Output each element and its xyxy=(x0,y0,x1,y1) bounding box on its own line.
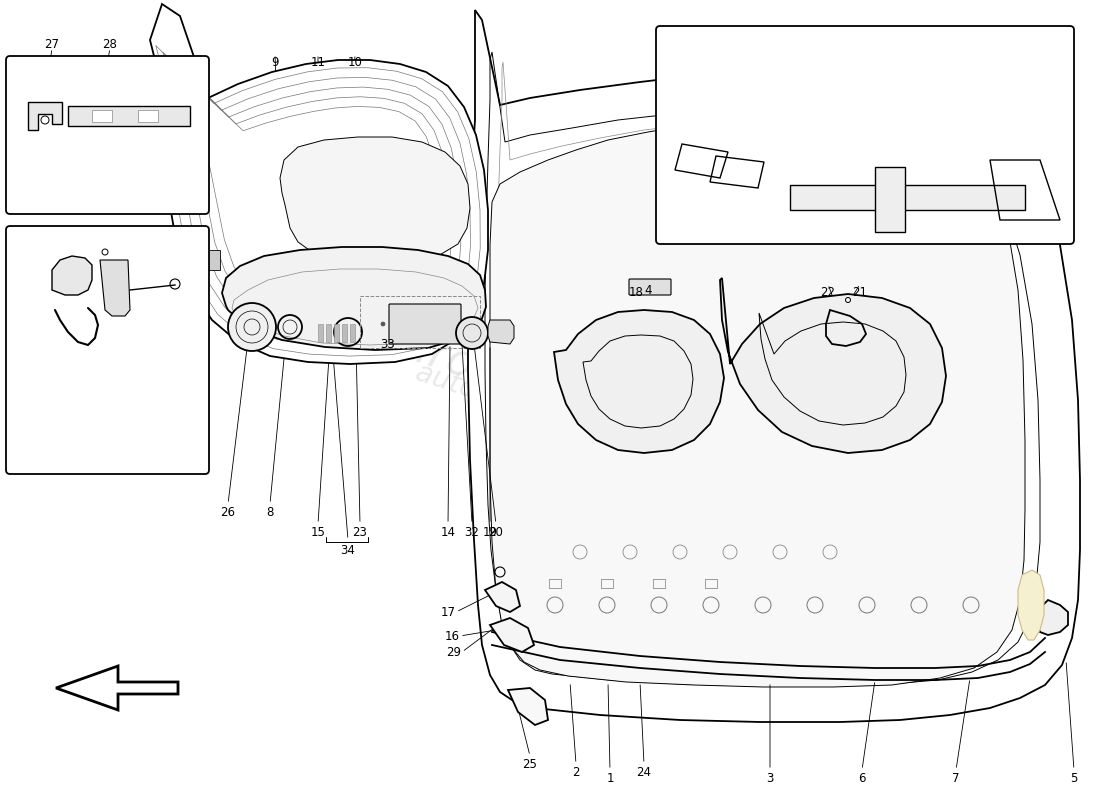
Polygon shape xyxy=(720,278,946,453)
Text: 28: 28 xyxy=(102,38,118,50)
FancyBboxPatch shape xyxy=(326,324,331,342)
Text: 24: 24 xyxy=(637,766,651,778)
Polygon shape xyxy=(485,582,520,612)
Circle shape xyxy=(381,322,385,326)
Polygon shape xyxy=(52,256,92,295)
Text: 23: 23 xyxy=(353,526,367,538)
Text: 31: 31 xyxy=(693,54,707,66)
Text: 12: 12 xyxy=(37,406,53,418)
Text: 30: 30 xyxy=(1045,215,1059,229)
Circle shape xyxy=(456,317,488,349)
Polygon shape xyxy=(100,260,130,316)
Text: 6: 6 xyxy=(858,771,866,785)
Text: europarts: europarts xyxy=(371,316,590,424)
Circle shape xyxy=(41,116,50,124)
FancyBboxPatch shape xyxy=(92,110,112,122)
Text: 9: 9 xyxy=(272,55,278,69)
Polygon shape xyxy=(222,247,486,350)
FancyBboxPatch shape xyxy=(342,324,346,342)
FancyBboxPatch shape xyxy=(389,304,461,344)
Text: 8: 8 xyxy=(266,506,274,518)
FancyBboxPatch shape xyxy=(629,279,671,295)
Text: 3: 3 xyxy=(767,771,773,785)
FancyBboxPatch shape xyxy=(334,324,339,342)
FancyBboxPatch shape xyxy=(874,167,905,232)
Circle shape xyxy=(228,303,276,351)
Polygon shape xyxy=(28,102,62,130)
Polygon shape xyxy=(490,618,534,652)
Text: 1: 1 xyxy=(606,771,614,785)
FancyBboxPatch shape xyxy=(68,106,190,126)
FancyBboxPatch shape xyxy=(350,324,355,342)
FancyBboxPatch shape xyxy=(656,26,1074,244)
Polygon shape xyxy=(56,666,178,710)
Text: 34: 34 xyxy=(341,543,355,557)
Polygon shape xyxy=(1018,570,1044,640)
Text: 21: 21 xyxy=(852,286,868,298)
Polygon shape xyxy=(1036,600,1068,635)
FancyBboxPatch shape xyxy=(6,226,209,474)
Text: 31: 31 xyxy=(804,54,820,66)
Text: 33: 33 xyxy=(381,338,395,351)
Text: 15: 15 xyxy=(310,526,326,538)
Polygon shape xyxy=(490,118,1025,687)
Text: 19: 19 xyxy=(483,526,497,538)
Text: 22: 22 xyxy=(821,286,836,298)
FancyBboxPatch shape xyxy=(318,324,323,342)
Text: 14: 14 xyxy=(440,526,455,538)
Text: 5: 5 xyxy=(1070,771,1078,785)
Text: 16: 16 xyxy=(444,630,460,642)
Text: 18: 18 xyxy=(628,286,643,298)
FancyBboxPatch shape xyxy=(195,250,220,270)
Polygon shape xyxy=(468,10,1080,722)
FancyBboxPatch shape xyxy=(138,110,158,122)
Text: 11: 11 xyxy=(310,55,326,69)
Text: 17: 17 xyxy=(440,606,455,618)
Text: 29: 29 xyxy=(447,646,462,658)
Polygon shape xyxy=(554,310,724,453)
Polygon shape xyxy=(508,688,548,725)
Text: 20: 20 xyxy=(488,526,504,538)
Text: 27: 27 xyxy=(44,38,59,50)
FancyBboxPatch shape xyxy=(6,56,209,214)
FancyBboxPatch shape xyxy=(790,185,1025,210)
Text: auto parts shop: auto parts shop xyxy=(411,358,628,452)
Polygon shape xyxy=(280,137,470,263)
Text: 13: 13 xyxy=(175,75,189,89)
Text: 4: 4 xyxy=(645,283,651,297)
Text: 26: 26 xyxy=(220,506,235,518)
Text: 25: 25 xyxy=(522,758,538,770)
Polygon shape xyxy=(488,320,514,344)
Polygon shape xyxy=(150,4,488,364)
Text: 7: 7 xyxy=(953,771,959,785)
Text: 32: 32 xyxy=(464,526,480,538)
Text: 10: 10 xyxy=(348,55,362,69)
Text: 2: 2 xyxy=(572,766,580,778)
